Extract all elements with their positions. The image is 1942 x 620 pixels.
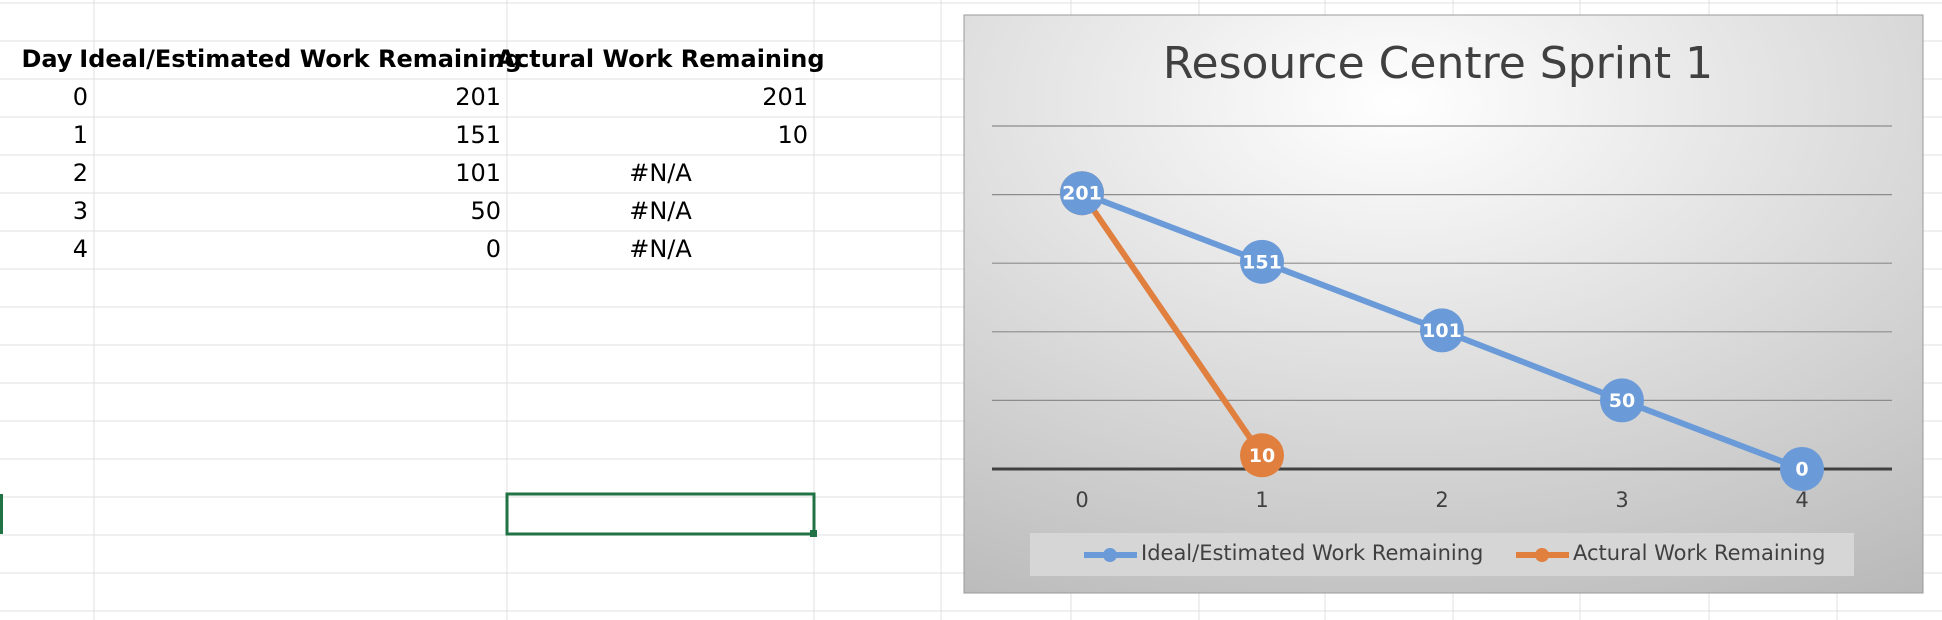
data-point	[1600, 378, 1644, 423]
chart-title: Resource Centre Sprint 1	[1163, 38, 1713, 89]
series-line	[1079, 191, 1265, 457]
header-cell: Actural Work Remaining	[497, 45, 825, 73]
legend-marker	[1535, 548, 1549, 562]
fill-handle[interactable]	[810, 530, 817, 537]
data-label: 201	[1062, 183, 1102, 205]
data-point	[1060, 171, 1104, 216]
table-cell: 3	[73, 197, 88, 225]
legend-label: Ideal/Estimated Work Remaining	[1141, 541, 1483, 565]
table-cell: 1	[73, 121, 88, 149]
data-point	[1780, 447, 1824, 491]
data-point	[1420, 308, 1464, 353]
table-cell: 0	[486, 235, 501, 263]
data-label: 151	[1242, 251, 1282, 273]
legend-label: Actural Work Remaining	[1573, 541, 1825, 565]
chart-area[interactable]	[963, 14, 1924, 594]
table-cell: 50	[470, 197, 501, 225]
table-cell: #N/A	[629, 235, 692, 263]
data-label: 10	[1249, 445, 1275, 467]
table-cell: 201	[762, 83, 808, 111]
data-point	[1240, 239, 1284, 284]
data-label: 0	[1795, 459, 1808, 481]
legend	[1030, 533, 1854, 576]
row-indicator	[0, 494, 3, 534]
table-cell: 101	[455, 159, 501, 187]
table-cell: 201	[455, 83, 501, 111]
x-tick-label: 3	[1615, 488, 1628, 512]
x-tick-label: 0	[1075, 488, 1088, 512]
data-point	[1240, 433, 1284, 478]
x-tick-label: 1	[1255, 488, 1268, 512]
header-cell: Ideal/Estimated Work Remaining	[79, 45, 521, 73]
data-label: 50	[1609, 390, 1635, 412]
table-cell: 0	[73, 83, 88, 111]
x-tick-label: 4	[1795, 488, 1808, 512]
header-cell: Day	[21, 45, 72, 73]
table-cell: 2	[73, 159, 88, 187]
table-cell: #N/A	[629, 197, 692, 225]
selected-cell[interactable]	[505, 492, 816, 536]
x-tick-label: 2	[1435, 488, 1448, 512]
table-cell: 10	[777, 121, 808, 149]
data-label: 101	[1422, 320, 1462, 342]
table-cell: 151	[455, 121, 501, 149]
legend-marker	[1103, 548, 1117, 562]
table-cell: #N/A	[629, 159, 692, 187]
table-cell: 4	[73, 235, 88, 263]
